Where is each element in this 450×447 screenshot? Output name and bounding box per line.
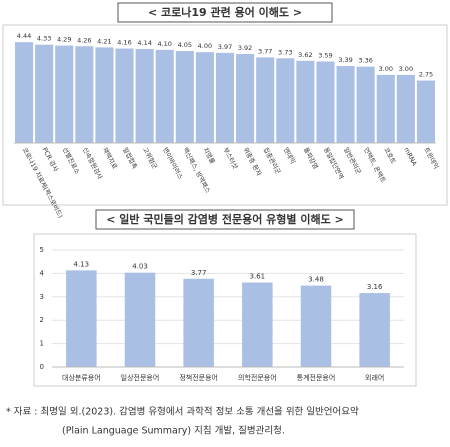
value-label: 4.00 bbox=[198, 42, 212, 50]
value-label: 3.00 bbox=[399, 65, 413, 73]
value-label: 3.59 bbox=[318, 51, 332, 59]
bar bbox=[155, 49, 174, 144]
value-label: 3.36 bbox=[358, 57, 372, 65]
y-tick-label: 0 bbox=[40, 363, 44, 371]
bar bbox=[242, 282, 273, 367]
x-tick-label: 통계전문용어 bbox=[297, 373, 336, 382]
value-label: 4.13 bbox=[74, 260, 90, 268]
value-label: 3.62 bbox=[298, 51, 312, 59]
bar bbox=[135, 48, 154, 143]
value-label: 4.16 bbox=[117, 39, 131, 47]
value-label: 4.33 bbox=[37, 35, 51, 43]
chart-title: < 일반 국민들의 감염병 전문용어 유형별 이해도 > bbox=[106, 212, 344, 226]
bar bbox=[256, 57, 275, 143]
value-label: 4.21 bbox=[97, 37, 111, 45]
bar bbox=[175, 51, 194, 143]
value-label: 3.61 bbox=[250, 273, 266, 281]
y-tick-label: 2 bbox=[40, 316, 44, 324]
title-box bbox=[95, 209, 355, 230]
bar bbox=[66, 270, 97, 367]
bar bbox=[296, 60, 315, 143]
value-label: 3.73 bbox=[278, 48, 292, 56]
bar bbox=[115, 48, 134, 143]
bar bbox=[215, 52, 235, 143]
bar bbox=[396, 74, 415, 143]
value-label: 4.14 bbox=[137, 39, 151, 47]
footnote: * 자료 : 최명일 외.(2023). 감염병 유형에서 과학적 정보 소통 … bbox=[6, 406, 359, 418]
value-label: 3.39 bbox=[338, 56, 352, 64]
bar bbox=[336, 66, 355, 143]
value-label: 4.10 bbox=[157, 40, 171, 48]
y-tick-label: 4 bbox=[40, 269, 45, 277]
value-label: 4.29 bbox=[57, 36, 71, 44]
bar bbox=[35, 44, 54, 144]
y-tick-label: 3 bbox=[40, 293, 44, 301]
bar bbox=[300, 285, 332, 367]
value-label: 3.00 bbox=[379, 65, 393, 73]
bar bbox=[359, 293, 390, 367]
chart-title: < 코로나19 관련 용어 이해도 > bbox=[148, 5, 302, 19]
footnote: (Plain Language Summary) 지침 개발, 질병관리청. bbox=[62, 425, 285, 437]
title-box bbox=[117, 2, 333, 23]
bar bbox=[15, 42, 34, 143]
value-label: 4.05 bbox=[178, 41, 192, 49]
bar bbox=[416, 80, 435, 143]
bar bbox=[376, 74, 395, 143]
bar bbox=[236, 53, 255, 143]
bar bbox=[124, 272, 156, 367]
x-tick-label: 대상분류용어 bbox=[62, 373, 101, 382]
bar bbox=[316, 61, 335, 144]
value-label: 3.16 bbox=[367, 283, 383, 291]
value-label: 3.97 bbox=[218, 43, 232, 51]
y-tick-label: 1 bbox=[40, 340, 44, 348]
chart-frame bbox=[33, 233, 417, 387]
value-label: 3.92 bbox=[238, 44, 252, 52]
bar bbox=[95, 47, 114, 143]
x-tick-label: 의학전문용어 bbox=[238, 373, 277, 382]
value-label: 4.44 bbox=[17, 32, 31, 40]
bar bbox=[55, 45, 74, 143]
value-label: 2.75 bbox=[419, 71, 433, 79]
x-tick-label: 정책전문용어 bbox=[179, 373, 218, 382]
value-label: 4.03 bbox=[132, 263, 148, 271]
bar bbox=[183, 278, 214, 367]
y-tick-label: 5 bbox=[40, 246, 44, 254]
x-tick-label: 일상전문용어 bbox=[121, 373, 160, 382]
bar bbox=[356, 66, 375, 143]
bar bbox=[195, 52, 214, 143]
value-label: 3.77 bbox=[258, 47, 272, 55]
bar bbox=[276, 58, 295, 144]
value-label: 3.48 bbox=[308, 276, 324, 284]
value-label: 4.26 bbox=[77, 36, 91, 44]
value-label: 3.77 bbox=[191, 269, 207, 277]
x-tick-label: 외래어 bbox=[365, 373, 384, 382]
bar bbox=[75, 46, 94, 144]
